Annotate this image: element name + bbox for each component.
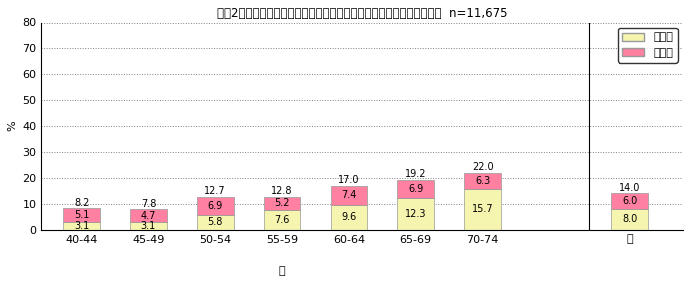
Bar <box>197 197 234 215</box>
Bar <box>264 210 300 230</box>
Text: 7.6: 7.6 <box>275 215 290 225</box>
Text: 4.7: 4.7 <box>141 211 156 221</box>
Text: 6.3: 6.3 <box>475 176 490 186</box>
Text: 5.8: 5.8 <box>208 217 223 227</box>
Bar <box>331 186 367 205</box>
Bar <box>397 180 434 198</box>
Text: 22.0: 22.0 <box>472 162 493 172</box>
Bar <box>464 189 501 230</box>
Text: 6.0: 6.0 <box>622 196 638 206</box>
Text: 8.0: 8.0 <box>622 214 638 224</box>
Y-axis label: %: % <box>7 121 17 131</box>
Text: 5.1: 5.1 <box>74 210 89 220</box>
Bar <box>397 198 434 230</box>
Text: 7.8: 7.8 <box>141 199 156 209</box>
Text: 17.0: 17.0 <box>338 175 359 185</box>
Text: 歳: 歳 <box>279 266 286 276</box>
Text: 5.2: 5.2 <box>275 198 290 208</box>
Text: 3.1: 3.1 <box>74 221 89 231</box>
Text: 8.2: 8.2 <box>74 198 89 208</box>
Text: 12.8: 12.8 <box>271 186 293 196</box>
Text: 3.1: 3.1 <box>141 221 156 231</box>
Bar <box>130 209 167 222</box>
Bar <box>197 215 234 230</box>
Text: 14.0: 14.0 <box>619 183 640 193</box>
Text: 15.7: 15.7 <box>472 204 493 214</box>
Bar <box>331 205 367 230</box>
Bar <box>611 209 648 230</box>
Text: 9.6: 9.6 <box>342 212 357 222</box>
Bar <box>464 173 501 189</box>
Text: 7.4: 7.4 <box>342 190 357 200</box>
Bar <box>63 208 100 222</box>
Text: 12.3: 12.3 <box>405 209 426 219</box>
Text: 6.9: 6.9 <box>408 184 424 194</box>
Text: 19.2: 19.2 <box>405 169 426 179</box>
Bar <box>611 194 648 209</box>
Bar <box>264 197 300 210</box>
Bar <box>63 222 100 230</box>
Text: 12.7: 12.7 <box>204 186 226 196</box>
Text: 6.9: 6.9 <box>208 201 223 211</box>
Title: 令和2年度　西尾市メタボリックシンドローム該当者・予備群（女性）  n=11,675: 令和2年度 西尾市メタボリックシンドローム該当者・予備群（女性） n=11,67… <box>217 7 508 20</box>
Legend: 予備群, 該当者: 予備群, 該当者 <box>618 28 678 62</box>
Bar <box>130 222 167 230</box>
